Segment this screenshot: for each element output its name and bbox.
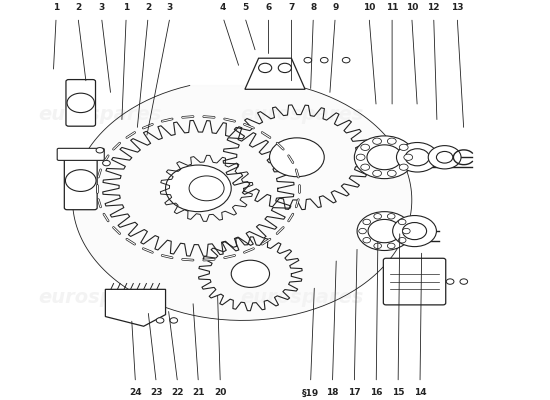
- FancyBboxPatch shape: [383, 258, 446, 305]
- Circle shape: [405, 149, 430, 166]
- Circle shape: [398, 219, 406, 225]
- Text: 23: 23: [150, 388, 162, 398]
- Circle shape: [304, 58, 312, 63]
- Circle shape: [403, 222, 427, 240]
- Circle shape: [367, 145, 402, 170]
- Circle shape: [387, 243, 395, 248]
- Circle shape: [103, 160, 111, 166]
- Circle shape: [65, 170, 96, 192]
- Circle shape: [231, 260, 270, 288]
- Circle shape: [156, 318, 164, 323]
- Text: 2: 2: [75, 2, 81, 12]
- Text: 18: 18: [326, 388, 339, 398]
- Circle shape: [278, 63, 292, 72]
- Circle shape: [397, 142, 438, 172]
- Text: 16: 16: [370, 388, 382, 398]
- Circle shape: [363, 219, 371, 225]
- Text: 9: 9: [332, 2, 338, 12]
- Text: 4: 4: [220, 2, 226, 12]
- FancyBboxPatch shape: [66, 80, 96, 126]
- Circle shape: [321, 58, 328, 63]
- Text: 21: 21: [192, 388, 205, 398]
- Circle shape: [67, 93, 95, 112]
- Circle shape: [387, 214, 395, 219]
- Text: 22: 22: [172, 388, 184, 398]
- Text: 3: 3: [98, 2, 105, 12]
- Text: §19: §19: [302, 388, 319, 398]
- Circle shape: [403, 228, 410, 234]
- Polygon shape: [245, 58, 305, 89]
- Text: 7: 7: [288, 2, 295, 12]
- Text: eurospares: eurospares: [38, 105, 162, 124]
- Circle shape: [374, 214, 382, 219]
- Text: 8: 8: [310, 2, 316, 12]
- FancyBboxPatch shape: [57, 148, 104, 160]
- Polygon shape: [73, 86, 412, 320]
- Text: 10: 10: [363, 2, 375, 12]
- Circle shape: [354, 136, 415, 179]
- Circle shape: [428, 146, 461, 169]
- Circle shape: [356, 154, 365, 160]
- Circle shape: [398, 238, 406, 243]
- Text: eurospares: eurospares: [241, 288, 364, 307]
- Text: 3: 3: [167, 2, 173, 12]
- Circle shape: [359, 228, 366, 234]
- Circle shape: [368, 220, 401, 243]
- FancyBboxPatch shape: [64, 152, 97, 210]
- Text: 1: 1: [53, 2, 59, 12]
- Circle shape: [96, 148, 104, 153]
- Text: 14: 14: [414, 388, 426, 398]
- Circle shape: [270, 138, 324, 177]
- Circle shape: [404, 154, 412, 160]
- Polygon shape: [106, 289, 166, 326]
- Circle shape: [189, 176, 224, 201]
- Circle shape: [170, 318, 178, 323]
- Circle shape: [342, 58, 350, 63]
- Text: 15: 15: [392, 388, 404, 398]
- Circle shape: [393, 216, 437, 247]
- Circle shape: [373, 138, 382, 144]
- Circle shape: [374, 243, 382, 248]
- Circle shape: [399, 144, 408, 150]
- Circle shape: [258, 63, 272, 72]
- Circle shape: [446, 279, 454, 284]
- Text: eurospares: eurospares: [38, 288, 162, 307]
- Circle shape: [361, 144, 370, 150]
- Circle shape: [363, 238, 371, 243]
- Text: 5: 5: [242, 2, 248, 12]
- Text: 1: 1: [123, 2, 129, 12]
- Text: 10: 10: [405, 2, 418, 12]
- Text: 11: 11: [386, 2, 398, 12]
- Text: 2: 2: [145, 2, 151, 12]
- Text: 13: 13: [451, 2, 464, 12]
- Circle shape: [437, 152, 453, 163]
- Circle shape: [387, 138, 396, 144]
- Text: 24: 24: [129, 388, 142, 398]
- Text: eurospares: eurospares: [241, 105, 364, 124]
- Text: 20: 20: [214, 388, 227, 398]
- Text: 6: 6: [265, 2, 272, 12]
- Circle shape: [357, 212, 412, 250]
- Circle shape: [166, 165, 231, 212]
- Text: 17: 17: [348, 388, 361, 398]
- Circle shape: [361, 164, 370, 170]
- Text: 12: 12: [427, 2, 440, 12]
- Circle shape: [460, 279, 467, 284]
- Circle shape: [399, 164, 408, 170]
- Circle shape: [387, 170, 396, 176]
- Circle shape: [373, 170, 382, 176]
